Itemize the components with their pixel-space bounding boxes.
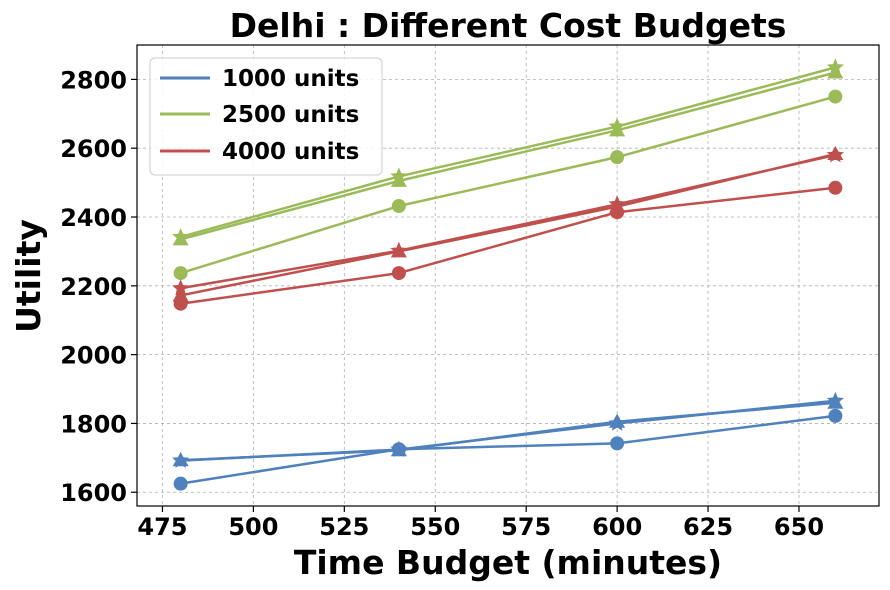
data-point-circle bbox=[173, 476, 188, 491]
series-line bbox=[180, 153, 836, 290]
legend: 1000 units 2500 units 4000 units bbox=[149, 57, 383, 176]
x-tick-label: 650 bbox=[774, 513, 824, 541]
data-point-star bbox=[826, 146, 844, 163]
x-tick-label: 500 bbox=[228, 513, 278, 541]
data-point-star bbox=[390, 241, 408, 259]
plot-frame bbox=[136, 44, 880, 507]
data-point-circle bbox=[828, 408, 843, 423]
data-point-circle bbox=[828, 180, 843, 195]
y-tick-label: 2400 bbox=[60, 204, 127, 232]
series-line bbox=[180, 95, 836, 275]
y-axis-label: Utility bbox=[9, 219, 48, 333]
series-2500-units-circle bbox=[173, 89, 843, 281]
legend-frame bbox=[149, 57, 383, 176]
series-line bbox=[180, 71, 836, 241]
data-point-circle bbox=[828, 89, 843, 104]
data-point-circle bbox=[391, 266, 406, 281]
series-line bbox=[180, 186, 836, 305]
series-line bbox=[180, 399, 836, 462]
legend-label-4000-units: 4000 units bbox=[222, 139, 359, 165]
series-1000-units-circle bbox=[173, 408, 843, 491]
data-point-star bbox=[608, 414, 626, 431]
series-4000-units-star bbox=[172, 146, 844, 296]
x-tick-label: 575 bbox=[501, 513, 551, 541]
y-tick-label: 1600 bbox=[60, 479, 127, 507]
x-tick-label: 550 bbox=[410, 513, 460, 541]
data-point-star bbox=[172, 279, 190, 296]
data-point-star bbox=[826, 391, 844, 409]
data-point-circle bbox=[610, 150, 625, 165]
series-4000-units-circle bbox=[173, 180, 843, 311]
data-point-circle bbox=[391, 199, 406, 214]
y-tick-label: 1800 bbox=[60, 410, 127, 438]
y-tick-label: 2200 bbox=[60, 273, 127, 301]
series-layer bbox=[172, 58, 844, 491]
data-point-star bbox=[390, 440, 408, 457]
y-tick-label: 2800 bbox=[60, 66, 127, 94]
grid-layer bbox=[137, 45, 879, 506]
data-point-star bbox=[826, 58, 844, 75]
data-point-star bbox=[172, 227, 190, 245]
y-tick-label: 2600 bbox=[60, 135, 127, 163]
x-tick-label: 525 bbox=[319, 513, 369, 541]
data-point-star bbox=[608, 195, 626, 212]
series-1000-units-star bbox=[172, 391, 844, 468]
y-tick-label: 2000 bbox=[60, 342, 127, 370]
x-tick-label: 475 bbox=[137, 513, 187, 541]
data-point-star bbox=[172, 451, 190, 468]
x-tick-label: 600 bbox=[592, 513, 642, 541]
legend-label-1000-units: 1000 units bbox=[222, 66, 359, 92]
series-line bbox=[180, 66, 836, 239]
series-line bbox=[180, 414, 836, 485]
data-point-circle bbox=[173, 266, 188, 281]
data-point-triangle bbox=[172, 287, 189, 302]
tick-layer: 475 500 525 550 575 600 625 650 1600 1800 2000 2200… bbox=[60, 66, 824, 541]
chart-title: Delhi : Different Cost Budgets bbox=[230, 6, 787, 45]
x-axis-label: Time Budget (minutes) bbox=[294, 543, 722, 582]
series-2500-units-star bbox=[172, 58, 844, 245]
data-point-star bbox=[608, 117, 626, 134]
data-point-triangle bbox=[827, 64, 844, 79]
data-point-star bbox=[390, 167, 408, 184]
data-point-circle bbox=[610, 436, 625, 451]
x-tick-label: 625 bbox=[683, 513, 733, 541]
legend-label-2500-units: 2500 units bbox=[222, 102, 359, 128]
